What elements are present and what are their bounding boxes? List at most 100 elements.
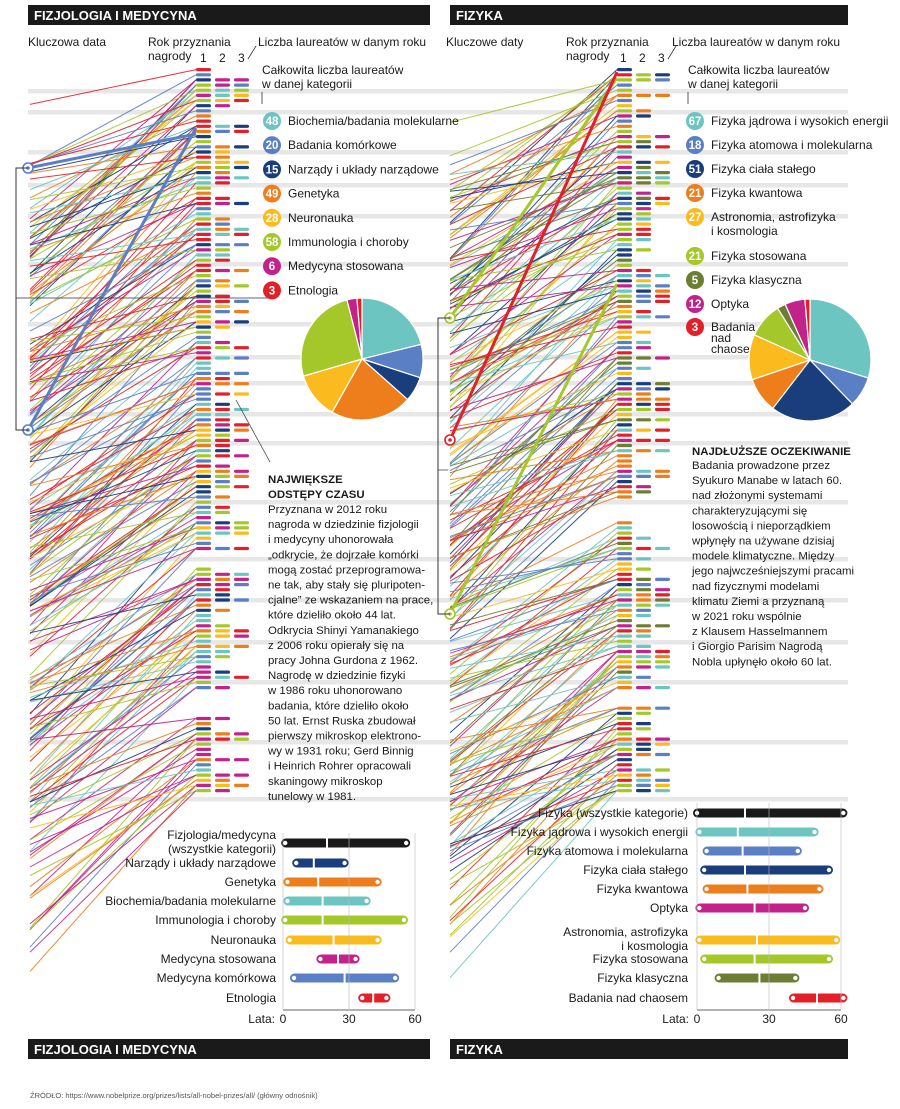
R-connector-line: [449, 228, 618, 319]
R-grid-cell: [617, 268, 632, 273]
L-grid-cell: [234, 284, 249, 288]
R-connector-line: [449, 141, 618, 191]
L-grid-cell: [196, 747, 211, 751]
L-connector-line: [29, 172, 197, 362]
R-connector-line: [449, 790, 618, 886]
L-grid-cell: [215, 165, 230, 170]
L-grid-cell: [196, 516, 211, 520]
R-grid-cell: [617, 443, 632, 448]
L-grid-cell: [215, 176, 230, 180]
L-grid-cell: [196, 330, 211, 334]
R-grid-cell: [636, 238, 651, 242]
right-range-bar-6: [695, 935, 841, 945]
R-grid-cell: [655, 546, 670, 551]
R-connector-line: [449, 398, 618, 428]
R-grid-cell: [617, 310, 632, 314]
R-grid-cell: [636, 536, 651, 540]
right-range-min-3: [702, 867, 707, 873]
R-connector-line: [449, 388, 618, 471]
L-grid-cell: [196, 83, 211, 87]
L-connector-line: [29, 656, 197, 687]
L-grid-cell: [215, 783, 230, 787]
R-grid-cell: [617, 603, 632, 607]
L-connector-line: [29, 434, 197, 528]
R-connector-line: [449, 115, 618, 296]
L-connector-line: [29, 367, 197, 553]
right-range-max-1: [812, 829, 817, 835]
L-grid-cell: [196, 433, 211, 437]
R-connector-line: [449, 604, 618, 760]
R-grid-cell: [636, 109, 651, 113]
R-connector-line: [449, 156, 618, 323]
R-grid-cell: [636, 212, 651, 216]
R-grid-cell: [636, 783, 651, 787]
left-range-bar-1: [292, 858, 349, 868]
L-grid-cell: [234, 485, 249, 489]
L-grid-cell: [196, 181, 211, 185]
L-connector-line: [29, 506, 197, 657]
R-grid-cell: [617, 686, 632, 690]
L-grid-cell: [215, 310, 230, 314]
left-range-bar-4: [281, 915, 408, 925]
R-grid-cell: [636, 727, 651, 731]
L-grid-cell: [215, 346, 230, 350]
L-connector-line: [29, 342, 197, 511]
R-grid-cell: [655, 397, 670, 401]
right-range-min-2: [704, 848, 709, 854]
right-range-label-8: Fizyka klasyczna: [597, 971, 688, 985]
R-connector-line: [449, 548, 618, 610]
L-grid-cell: [196, 351, 211, 355]
R-connector-line: [449, 475, 618, 542]
right-legend-label-8-cont2: chaosem: [711, 342, 760, 356]
R-connector-line: [449, 687, 618, 803]
R-grid-cell: [655, 428, 670, 432]
L-connector-line: [29, 445, 197, 487]
right-range-max-3: [826, 867, 832, 873]
L-connector-line: [29, 609, 197, 775]
R-grid-cell: [617, 129, 632, 133]
left-range-min-8: [360, 995, 365, 1001]
R-connector-line: [449, 666, 618, 835]
L-grid-cell: [234, 598, 249, 602]
R-connector-line: [449, 316, 618, 516]
right-note: NAJDŁUŻSZE OCZEKIWANIE Badania prowadzon…: [691, 445, 854, 668]
R-connector-line: [449, 687, 618, 772]
left-note-line-8: Odkrycia Shinyi Yamanakiego: [268, 625, 419, 637]
R-grid-cell: [636, 603, 651, 607]
R-grid-cell: [617, 382, 632, 386]
left-note-line-3: „odkrycie, że dojrzałe komórki: [268, 549, 419, 561]
L-grid-cell: [215, 392, 230, 396]
R-grid-cell: [636, 248, 651, 252]
L-connector-line: [29, 110, 197, 165]
R-grid-cell: [617, 722, 632, 726]
left-col1-label: 1: [200, 51, 207, 65]
R-grid-cell: [636, 160, 651, 164]
L-connector-line: [29, 501, 197, 676]
R-connector-line: [449, 594, 618, 658]
R-grid-cell: [617, 274, 632, 278]
L-grid-cell: [196, 495, 211, 499]
R-connector-line: [449, 748, 618, 860]
left-range-label-8: Etnologia: [226, 991, 276, 1005]
L-grid-cell: [215, 686, 230, 690]
R-grid-cell: [636, 165, 651, 170]
R-grid-cell: [617, 186, 632, 190]
L-grid-cell: [215, 371, 230, 375]
L-grid-cell: [196, 382, 211, 386]
left-note-line-12: w 1986 roku uhonorowano: [267, 685, 402, 697]
L-grid-cell: [196, 150, 211, 154]
L-connector-line: [29, 542, 197, 597]
L-connector-line: [29, 285, 197, 460]
L-grid-cell: [196, 639, 211, 643]
L-grid-cell: [234, 572, 249, 576]
R-grid-cell: [636, 268, 651, 273]
R-grid-cell: [617, 583, 632, 587]
R-grid-cell: [655, 789, 670, 793]
R-grid-cell: [636, 181, 651, 185]
left-col3-label: 3: [238, 51, 245, 65]
R-grid-cell: [655, 171, 670, 175]
R-grid-cell: [617, 763, 632, 767]
R-connector-line: [449, 136, 618, 311]
L-grid-cell: [234, 124, 249, 128]
L-grid-cell: [196, 217, 211, 221]
